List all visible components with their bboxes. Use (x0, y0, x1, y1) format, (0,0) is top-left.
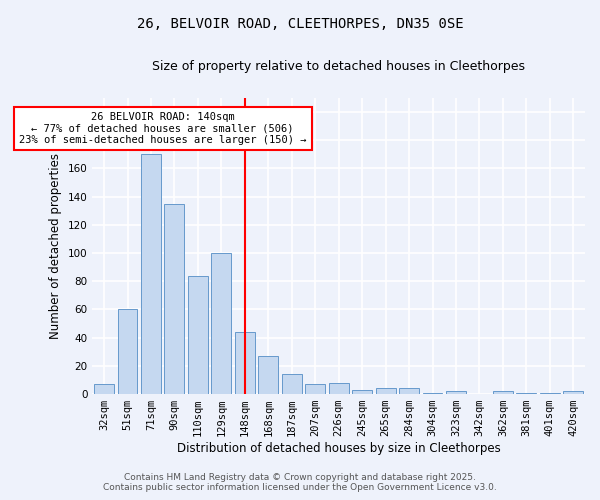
Bar (305, 384, 325, 394)
Bar (376, 388, 395, 394)
Bar (422, 392, 442, 394)
Bar (235, 332, 255, 394)
Bar (540, 392, 560, 394)
Text: Contains HM Land Registry data © Crown copyright and database right 2025.
Contai: Contains HM Land Registry data © Crown c… (103, 473, 497, 492)
Bar (141, 154, 161, 394)
Title: Size of property relative to detached houses in Cleethorpes: Size of property relative to detached ho… (152, 60, 525, 73)
Bar (164, 204, 184, 394)
Bar (188, 276, 208, 394)
Bar (493, 392, 513, 394)
Y-axis label: Number of detached properties: Number of detached properties (49, 153, 62, 339)
Bar (446, 392, 466, 394)
Bar (259, 356, 278, 394)
X-axis label: Distribution of detached houses by size in Cleethorpes: Distribution of detached houses by size … (177, 442, 500, 455)
Bar (563, 392, 583, 394)
Bar (282, 374, 302, 394)
Text: 26, BELVOIR ROAD, CLEETHORPES, DN35 0SE: 26, BELVOIR ROAD, CLEETHORPES, DN35 0SE (137, 18, 463, 32)
Bar (211, 253, 232, 394)
Bar (118, 310, 137, 394)
Text: 26 BELVOIR ROAD: 140sqm
← 77% of detached houses are smaller (506)
23% of semi-d: 26 BELVOIR ROAD: 140sqm ← 77% of detache… (19, 112, 307, 145)
Bar (329, 383, 349, 394)
Bar (399, 388, 419, 394)
Bar (352, 390, 372, 394)
Bar (94, 384, 114, 394)
Bar (517, 392, 536, 394)
